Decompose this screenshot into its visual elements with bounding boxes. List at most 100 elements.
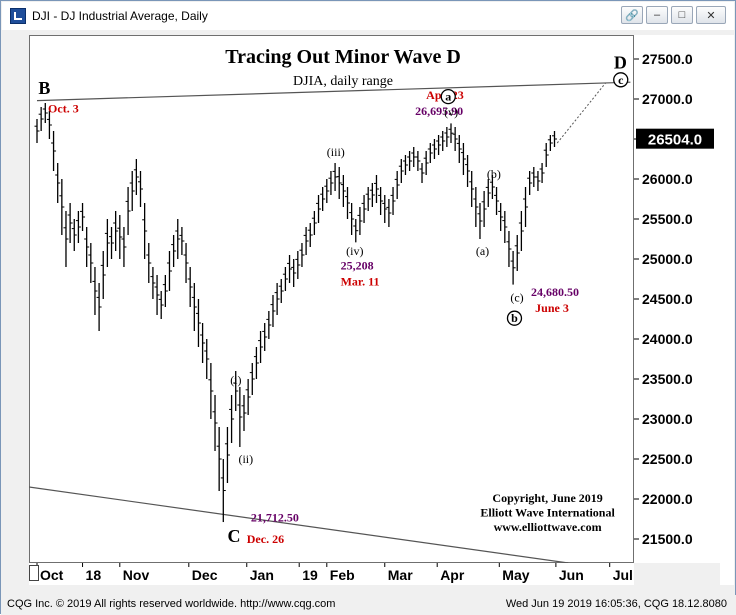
close-button[interactable]: ✕ xyxy=(696,6,726,24)
price-bar xyxy=(402,155,408,175)
circled-wave-label: b xyxy=(506,310,523,326)
price-bar xyxy=(382,195,388,223)
price-bar xyxy=(514,235,520,271)
price-bar xyxy=(282,267,288,291)
price-bar xyxy=(195,299,201,347)
price-bar xyxy=(258,331,264,363)
price-bar xyxy=(133,159,139,195)
price-bar xyxy=(166,251,172,291)
price-bar xyxy=(34,119,40,143)
chart-annotation: (iii) xyxy=(327,145,345,159)
x-tick-label: Jan xyxy=(250,567,274,583)
chart-annotation: Dec. 26 xyxy=(247,532,284,546)
price-bar xyxy=(46,111,52,139)
copyright-text: CQG Inc. © 2019 All rights reserved worl… xyxy=(7,598,336,610)
price-bar xyxy=(349,203,355,235)
price-bar xyxy=(138,171,143,207)
y-tick-label: 26000.0 xyxy=(642,171,693,187)
price-bar xyxy=(38,107,44,131)
chart-annotation: 24,680.50 xyxy=(531,285,579,299)
chart-annotation: Mar. 11 xyxy=(341,274,380,288)
price-bar xyxy=(494,187,500,215)
title-bar[interactable]: DJI - DJ Industrial Average, Daily 🔗 – □… xyxy=(2,2,734,30)
price-bar xyxy=(431,139,437,159)
price-bar xyxy=(365,187,371,211)
price-bar xyxy=(485,179,491,207)
chart-annotation: (a) xyxy=(476,244,489,258)
last-price-box xyxy=(636,128,714,149)
y-tick-label: 24500.0 xyxy=(642,291,693,307)
price-bar xyxy=(212,395,218,451)
minimize-button[interactable]: – xyxy=(646,6,668,24)
chart-annotation: www.elliottwave.com xyxy=(494,520,602,534)
price-bar xyxy=(481,191,487,227)
price-bar xyxy=(361,195,367,223)
price-bar xyxy=(204,339,210,379)
chart-annotation: 25,208 xyxy=(341,258,374,272)
maximize-button[interactable]: □ xyxy=(671,6,693,24)
y-tick-label: 25500.0 xyxy=(642,211,693,227)
price-bar xyxy=(535,171,541,191)
price-bar xyxy=(55,163,61,203)
close-icon: ✕ xyxy=(706,9,716,22)
svg-text:b: b xyxy=(511,311,518,325)
price-bar xyxy=(88,243,94,283)
price-bar xyxy=(398,159,404,183)
price-bar xyxy=(539,163,545,183)
chart-annotation: Oct. 3 xyxy=(48,102,79,116)
price-bar xyxy=(171,235,177,267)
window-controls: 🔗 – □ ✕ xyxy=(621,6,726,24)
price-bar xyxy=(316,195,322,223)
plot-area[interactable] xyxy=(29,35,634,563)
x-tick-label: May xyxy=(502,567,529,583)
price-bar xyxy=(427,143,433,163)
price-bar xyxy=(328,171,334,195)
price-bar xyxy=(249,363,255,395)
y-axis-area[interactable] xyxy=(634,35,720,563)
price-bar xyxy=(75,211,81,243)
price-bar xyxy=(543,143,549,167)
price-bar xyxy=(295,251,301,279)
price-bar xyxy=(96,283,102,331)
price-bar xyxy=(237,387,243,447)
price-bar xyxy=(460,143,466,175)
price-bar xyxy=(175,219,181,259)
upper-trendline xyxy=(36,81,631,102)
price-bar xyxy=(80,203,86,231)
price-bar xyxy=(187,267,193,307)
price-bar xyxy=(518,211,524,251)
price-bar xyxy=(266,311,272,339)
price-bar xyxy=(477,203,483,239)
chart-app-icon xyxy=(10,8,26,24)
timestamp-text: Wed Jun 19 2019 16:05:36, CQG 18.12.8080 xyxy=(505,598,727,610)
price-bar xyxy=(229,395,235,443)
price-bar xyxy=(311,211,317,235)
price-bar xyxy=(162,275,168,307)
y-tick-label: 25000.0 xyxy=(642,251,693,267)
price-bar xyxy=(469,171,475,207)
price-bar xyxy=(510,251,516,285)
x-tick-label: Apr xyxy=(440,567,465,583)
price-bar xyxy=(200,323,206,363)
price-bar xyxy=(353,219,359,243)
price-bar xyxy=(502,211,508,243)
chart-annotation: (iv) xyxy=(346,244,363,258)
x-axis-area[interactable] xyxy=(29,563,634,585)
link-button[interactable]: 🔗 xyxy=(621,6,643,24)
lower-trendline xyxy=(29,486,569,563)
price-bar xyxy=(179,227,185,255)
price-bar xyxy=(274,283,280,315)
price-bar xyxy=(419,163,425,183)
price-bar xyxy=(142,203,148,259)
price-bar xyxy=(109,227,115,259)
scroll-start-box[interactable] xyxy=(29,565,39,581)
price-bar xyxy=(523,187,529,227)
y-tick-label: 22000.0 xyxy=(642,491,693,507)
maximize-icon: □ xyxy=(678,9,686,21)
price-bar xyxy=(415,151,421,171)
price-bar xyxy=(216,427,222,491)
price-bar xyxy=(150,267,156,299)
x-tick-label: Jun xyxy=(559,567,584,583)
price-bar xyxy=(224,427,230,483)
price-bar xyxy=(444,127,450,147)
